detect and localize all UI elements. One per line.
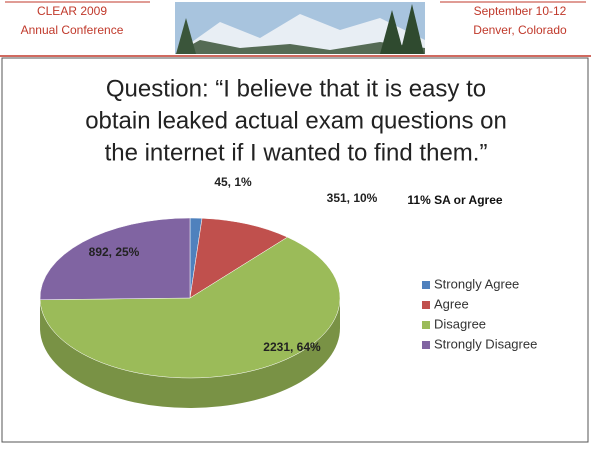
chart-title: obtain leaked actual exam questions on: [85, 107, 507, 134]
value-label: 45, 1%: [214, 175, 252, 189]
legend-label: Agree: [434, 296, 469, 311]
legend-swatch: [422, 281, 430, 289]
annotation: 11% SA or Agree: [407, 193, 502, 207]
legend-label: Strongly Agree: [434, 276, 519, 291]
chart-title: the internet if I wanted to find them.”: [105, 139, 488, 166]
header-text: Denver, Colorado: [473, 23, 567, 37]
legend-label: Disagree: [434, 316, 486, 331]
value-label: 892, 25%: [89, 245, 140, 259]
value-label: 2231, 64%: [263, 340, 321, 354]
header-text: Annual Conference: [21, 23, 124, 37]
header-text: CLEAR 2009: [37, 4, 107, 18]
legend-swatch: [422, 341, 430, 349]
chart-title: Question: “I believe that it is easy to: [106, 75, 486, 102]
header-text: September 10-12: [474, 4, 567, 18]
header-photo: [175, 2, 425, 54]
value-label: 351, 10%: [327, 191, 378, 205]
legend-swatch: [422, 301, 430, 309]
legend-label: Strongly Disagree: [434, 336, 537, 351]
legend-swatch: [422, 321, 430, 329]
